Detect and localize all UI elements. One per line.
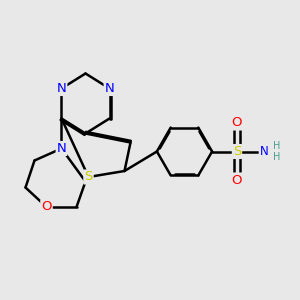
Text: N: N [105,82,114,95]
Text: S: S [84,170,93,184]
Text: H: H [273,141,280,151]
Text: O: O [232,173,242,187]
Text: N: N [260,145,268,158]
Text: S: S [233,145,241,158]
Text: H: H [273,152,280,162]
Text: N: N [57,82,66,95]
Text: O: O [41,200,52,214]
Text: O: O [232,116,242,130]
Text: N: N [57,142,66,155]
